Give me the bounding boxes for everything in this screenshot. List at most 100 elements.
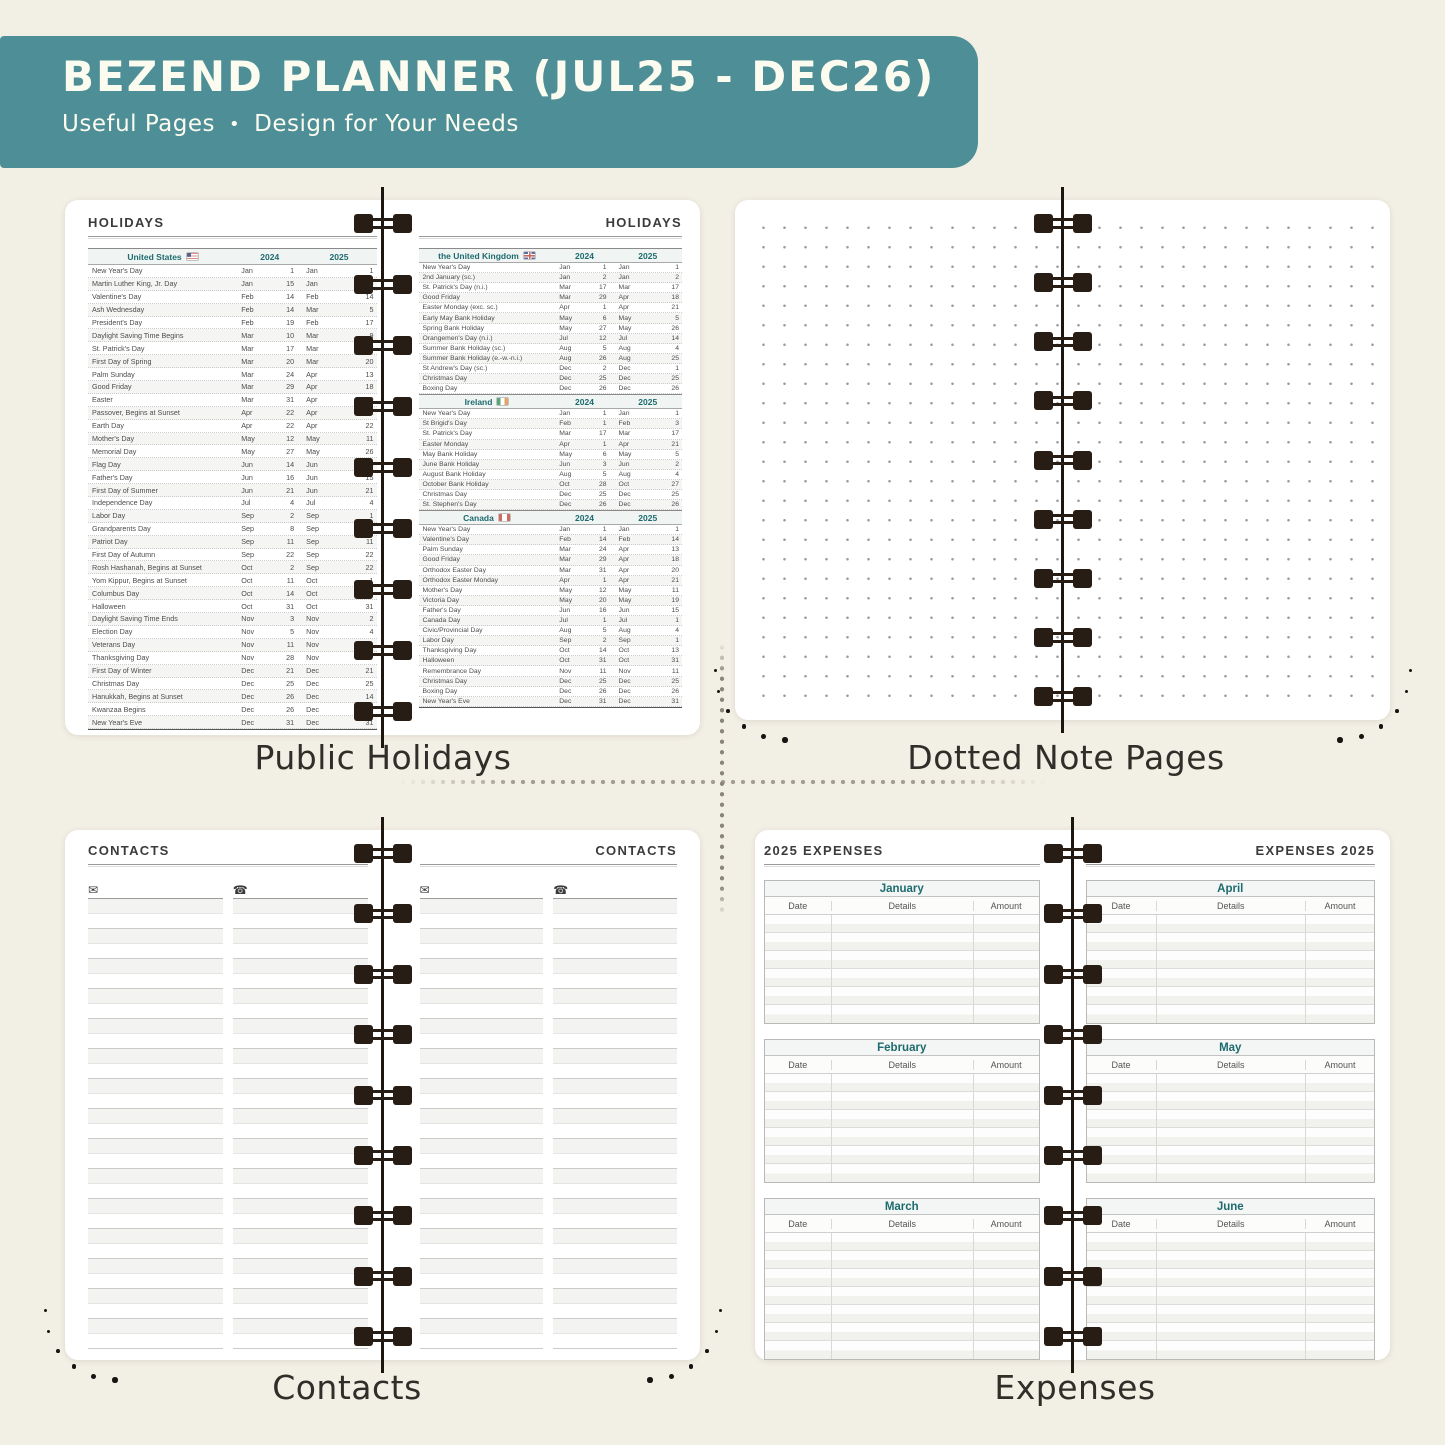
expense-empty-cell [1305,1287,1374,1304]
holiday-cell: 5 [369,305,374,315]
expense-empty-row [765,1164,1039,1182]
contact-line [232,1319,368,1334]
binding-coil [353,702,412,721]
holiday-cell: Grandparents Day [92,524,151,534]
holiday-cell: 21 [365,485,374,495]
expense-empty-row [765,1005,1039,1023]
contact-line [88,1079,223,1094]
holiday-cell: 9 [369,330,374,340]
contact-line [553,1004,677,1019]
expense-empty-cell [1305,1269,1374,1286]
coil-end [353,519,373,538]
binding-coil [1033,687,1092,706]
holiday-rows: New Year's Day Jan 1 Jan 1 Martin Luther King… [88,265,377,730]
coil-wire [1062,1089,1083,1093]
holiday-cell: Mar [559,294,571,302]
expense-empty-cell [1305,951,1374,968]
coil-end [392,904,412,924]
caption-contacts: Contacts [272,1368,422,1407]
contact-line [553,1139,677,1154]
expense-table-february: February Date Details Amount [764,1039,1040,1183]
holiday-row: Good Friday Mar 29 Apr 18 [418,555,682,566]
holiday-section-header: Ireland 2024 2025 [418,394,682,410]
holiday-cell: Jul [559,334,568,342]
holiday-cell: 1 [675,410,679,418]
coil-wires [372,641,393,660]
holiday-cell: 27 [286,446,295,456]
coil-wire [372,713,393,717]
expense-column-header: Date [1111,1059,1131,1070]
binding-coil [1043,1327,1102,1346]
expense-table-april: April Date Details Amount [1085,880,1375,1024]
holiday-cell: Nov [241,627,255,637]
expense-empty-cell [765,1287,831,1304]
holiday-row: Orthodox Easter Day Mar 31 Apr 20 [418,566,682,576]
coil-wire [372,1270,393,1274]
holiday-country-name: Canada [419,513,556,523]
holiday-cell: 14 [365,292,374,302]
holiday-cell: 4 [290,498,295,508]
holiday-cell: Feb [306,292,319,302]
coil-end [353,1025,373,1045]
expense-column-header: Amount [1305,1059,1374,1070]
coil-wire [1052,284,1073,288]
expense-empty-cell [972,1323,1039,1340]
binding-coil [1033,568,1092,588]
holiday-cell: May [559,586,573,594]
expense-empty-cell [830,1341,973,1359]
holiday-cell: Dec [559,697,572,705]
contact-line [88,929,223,944]
holiday-row: Grandparents DaySep8Sep7 [88,523,377,536]
holiday-cell: Father's Day [422,606,461,614]
holiday-cell: Feb [618,420,631,428]
holiday-cell: May [559,450,573,458]
holiday-cell: 1 [602,420,607,428]
expenses-left-page: 2025 EXPENSES January Date Details Amount F… [755,830,1073,1360]
holiday-row: Martin Luther King, Jr. DayJan15Jan20 [88,277,377,291]
holiday-cell: 31 [286,717,295,727]
holiday-cell: 11 [599,667,607,675]
holiday-cell: Yom Kippur, Begins at Sunset [92,575,187,585]
coil-wires [1052,451,1073,470]
coil-wire [372,347,393,351]
expense-empty-cell [830,1251,973,1268]
binding-coil [353,336,412,355]
expense-empty-row [765,1128,1039,1146]
coil-end [1043,1206,1063,1226]
coil-wire [372,218,393,222]
coil-wire [372,1097,393,1101]
holiday-cell: May [618,596,632,604]
holiday-cell: Dec [306,666,319,676]
holiday-cell: Apr [559,440,570,448]
holidays-page-title: HOLIDAYS [418,215,682,239]
coil-wire [372,1217,393,1221]
coil-wire [372,1331,393,1335]
corner-dot [688,1364,694,1369]
holiday-cell: Boxing Day [422,687,458,695]
holiday-cell: Dec [559,364,572,372]
holiday-row: Summer Bank Holiday (sc.) Aug 5 Aug 4 [418,344,682,354]
contact-line [232,914,368,929]
holiday-cell: 5 [602,627,607,635]
contact-line [232,1079,368,1094]
expense-empty-cell [972,951,1039,968]
contact-line [232,989,368,1004]
holiday-row: Halloween Oct 31 Oct 31 [418,656,682,667]
coil-end [1043,1085,1063,1105]
country-label: Ireland [464,396,493,407]
coil-wire [1052,395,1073,399]
corner-dot [1394,709,1399,714]
coil-wires [372,214,393,233]
holiday-cell: Aug [559,354,572,362]
holiday-cell: Dec [618,385,631,393]
holiday-cell: Mar [241,382,254,392]
holiday-cell: 17 [598,430,607,438]
expense-column-header: Amount [972,1218,1039,1229]
holiday-cell: New Year's Eve [422,697,470,705]
holiday-cell: Mother's Day [422,586,463,594]
holiday-cell: 17 [671,284,679,292]
contact-line [553,1304,677,1319]
holiday-cell: Sep [241,524,255,534]
contact-line [419,1094,544,1109]
expense-empty-cell [1305,1305,1374,1322]
